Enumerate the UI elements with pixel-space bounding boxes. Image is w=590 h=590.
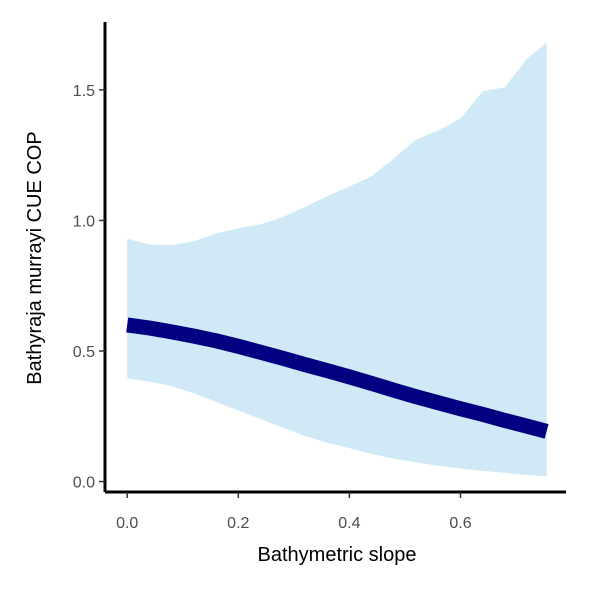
- y-tick-label: 1.5: [73, 83, 95, 100]
- x-axis-title: Bathymetric slope: [258, 544, 417, 566]
- x-tick-label: 0.2: [227, 515, 249, 532]
- x-tick-label: 0.4: [338, 515, 360, 532]
- plot-area: [126, 42, 549, 477]
- x-tick-label: 0.6: [449, 515, 471, 532]
- x-tick-label: 0.0: [116, 515, 138, 532]
- y-axis-title: Bathyraja murrayi CUE COP: [24, 131, 46, 384]
- fit-line: [126, 317, 549, 439]
- y-tick-label: 1.0: [73, 213, 95, 230]
- confidence-ribbon: [127, 42, 547, 477]
- axes: 0.0 0.2 0.4 0.6 0.0 0.5 1.0 1.5: [73, 22, 566, 532]
- y-tick-label: 0.5: [73, 344, 95, 361]
- y-tick-label: 0.0: [73, 475, 95, 492]
